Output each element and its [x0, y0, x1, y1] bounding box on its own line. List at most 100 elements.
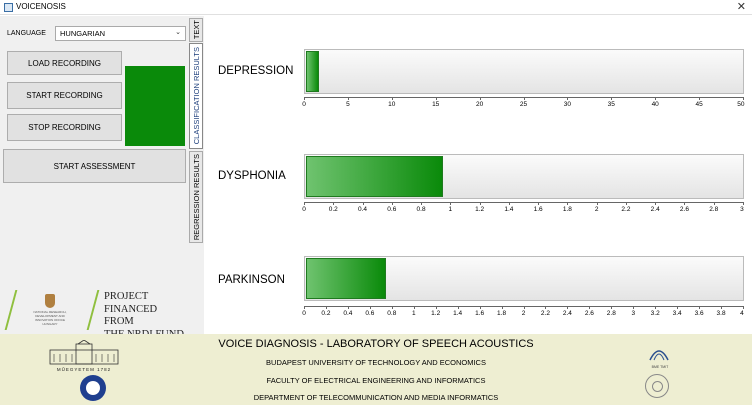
depression-fill [306, 51, 320, 92]
parkinson-label: PARKINSON [218, 274, 285, 286]
axis-tick [567, 202, 569, 205]
load-recording-button[interactable]: LOAD RECORDING [7, 51, 122, 75]
axis-tick-label: 4 [740, 310, 744, 317]
window-title: VOICENOSIS [16, 2, 66, 11]
axis-tick-label: 0.2 [321, 310, 331, 317]
axis-tick-label: 0.4 [358, 206, 368, 213]
dysphonia-bar [304, 154, 744, 199]
axis-tick-label: 35 [607, 101, 615, 108]
coat-of-arms-icon [45, 294, 55, 308]
axis-tick [523, 306, 525, 309]
start-recording-button[interactable]: START RECORDING [7, 82, 122, 109]
axis-tick [304, 202, 305, 205]
faculty-name: FACULTY OF ELECTRICAL ENGINEERING AND IN… [266, 376, 486, 385]
axis-tick [633, 306, 635, 309]
recording-indicator [125, 66, 185, 146]
green-slash-icon [86, 290, 100, 330]
department-logo-icon [80, 375, 106, 401]
axis-tick-label: 2.6 [584, 310, 594, 317]
axis-tick [538, 202, 540, 205]
axis-tick [567, 97, 569, 100]
dysphonia-axis: 0 0.2 0.4 0.6 0.8 1 1.2 1.4 1.6 1.8 2 2.2 2.4 2.6 2.8 3 [302, 202, 744, 216]
axis-tick [743, 202, 744, 205]
axis-tick [677, 306, 679, 309]
axis-tick [479, 306, 481, 309]
axis-tick-label: 1.2 [431, 310, 441, 317]
axis-tick [479, 202, 481, 205]
axis-tick [450, 202, 452, 205]
axis-tick [304, 306, 305, 309]
axis-tick [479, 97, 481, 100]
dysphonia-fill [306, 156, 444, 197]
axis-tick-label: 1 [448, 206, 453, 213]
axis-tick [501, 306, 503, 309]
axis-tick [508, 202, 510, 205]
axis-tick [391, 306, 393, 309]
axis-tick [743, 306, 744, 309]
axis-tick [699, 306, 701, 309]
parkinson-bar [304, 256, 744, 301]
axis-tick [713, 202, 715, 205]
axis-tick [545, 306, 547, 309]
language-value: HUNGARIAN [60, 29, 106, 38]
axis-tick [333, 202, 335, 205]
tab-regression-results[interactable]: REGRESSION RESULTS [189, 151, 203, 243]
language-select[interactable]: HUNGARIAN ⌄ [55, 26, 186, 41]
axis-tick [435, 306, 437, 309]
axis-tick [655, 202, 657, 205]
tab-classification-results[interactable]: CLASSIFICATION RESULTS [189, 43, 203, 149]
dysphonia-label: DYSPHONIA [218, 170, 286, 182]
axis-tick-label: 45 [695, 101, 703, 108]
axis-tick-label: 1.8 [562, 206, 572, 213]
axis-tick-label: 0.4 [343, 310, 353, 317]
axis-tick-label: 2 [521, 310, 526, 317]
axis-tick [721, 306, 723, 309]
axis-tick [625, 202, 627, 205]
title-bar: VOICENOSIS ✕ [0, 0, 752, 15]
axis-tick [611, 306, 613, 309]
axis-tick-label: 1.8 [497, 310, 507, 317]
tab-text[interactable]: TEXT [189, 18, 203, 42]
axis-tick-label: 3.8 [716, 310, 726, 317]
axis-tick [611, 97, 613, 100]
axis-tick [684, 202, 686, 205]
axis-tick-label: 5 [346, 101, 350, 108]
axis-tick [435, 97, 437, 100]
axis-tick-label: 1.4 [453, 310, 463, 317]
axis-tick-label: 2.2 [540, 310, 550, 317]
axis-tick-label: 0 [302, 101, 306, 108]
axis-tick [655, 306, 657, 309]
depression-bar [304, 49, 744, 94]
control-panel: LANGUAGE HUNGARIAN ⌄ LOAD RECORDING STAR… [0, 16, 188, 340]
axis-tick-label: 1.6 [533, 206, 543, 213]
axis-tick-label: 25 [519, 101, 528, 108]
speech-lab-caption: BME TMIT [651, 365, 669, 369]
university-name: BUDAPEST UNIVERSITY OF TECHNOLOGY AND EC… [266, 358, 486, 367]
start-assessment-button[interactable]: START ASSESSMENT [3, 149, 186, 183]
nrdi-logo: NATIONAL RESEARCH, DEVELOPMENT AND INNOV… [0, 286, 188, 340]
stop-recording-button[interactable]: STOP RECORDING [7, 114, 122, 141]
axis-tick [362, 202, 364, 205]
close-button[interactable]: ✕ [736, 1, 746, 13]
axis-tick-label: 0.8 [416, 206, 426, 213]
axis-tick-label: 15 [432, 101, 440, 108]
axis-tick-label: 2.6 [679, 206, 689, 213]
axis-tick-label: 0 [302, 206, 306, 213]
axis-tick [347, 97, 349, 100]
axis-tick-label: 0.6 [387, 206, 397, 213]
depression-label: DEPRESSION [218, 65, 294, 77]
axis-tick [655, 97, 657, 100]
speech-lab-logo-icon [649, 350, 669, 361]
axis-tick-label: 10 [388, 101, 396, 108]
axis-tick-label: 2.8 [709, 206, 719, 213]
axis-tick [391, 97, 393, 100]
axis-tick-label: 50 [737, 101, 745, 108]
footer-title: VOICE DIAGNOSIS - LABORATORY OF SPEECH A… [218, 338, 534, 350]
axis-tick-label: 3.4 [672, 310, 682, 317]
axis-tick [743, 97, 744, 100]
axis-tick-label: 1.4 [504, 206, 514, 213]
axis-tick-label: 2.4 [562, 310, 572, 317]
axis-tick-label: 30 [563, 101, 572, 108]
muegyetem-caption: MŰEGYETEM 1782 [56, 367, 112, 372]
axis-tick-label: 1 [411, 310, 416, 317]
